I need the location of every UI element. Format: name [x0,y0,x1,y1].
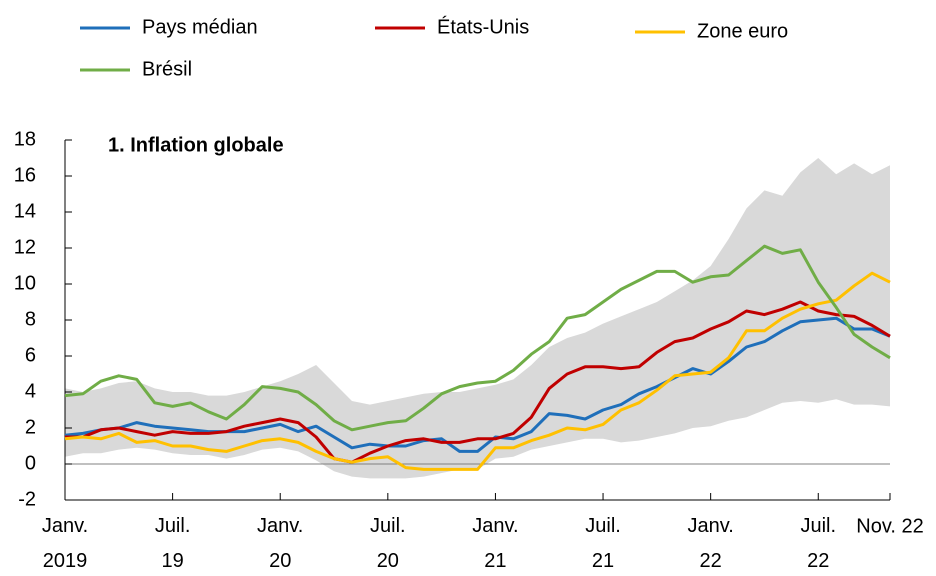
x-tick-label: Janv. 20 [257,515,303,572]
x-tick-label: Nov. 22 [856,515,923,537]
y-tick-label: 0 [25,452,36,474]
x-tick-label: Juil. 22 [800,515,836,572]
series-line [64,244,891,432]
y-tick-label: 10 [14,272,36,294]
y-tick-label: 12 [14,236,36,258]
chart-subtitle: 1. Inflation globale [108,134,284,156]
y-tick-label: -2 [18,488,36,510]
y-tick-label: 2 [25,416,36,438]
x-tick-label: Janv. 21 [472,515,518,572]
x-tick-label: Janv. 2019 [42,515,88,572]
legend-label: Zone euro [697,20,788,42]
y-tick-label: 8 [25,308,36,330]
y-tick-label: 6 [25,344,36,366]
legend-label: Brésil [142,58,192,80]
x-tick-label: Juil. 20 [370,515,406,572]
legend-label: États-Unis [437,15,529,38]
x-tick-label: Juil. 19 [155,515,191,572]
legend-label: Pays médian [142,16,258,38]
series-line [65,300,891,464]
y-tick-label: 16 [14,164,36,186]
y-tick-label: 18 [14,128,36,150]
series-line [64,271,891,471]
x-tick-label: Juil. 21 [585,515,621,572]
x-tick-label: Janv. 22 [687,515,733,572]
range-band [65,158,890,479]
series-line [64,316,891,453]
y-tick-label: 14 [14,200,36,222]
y-tick-label: 4 [25,380,36,402]
